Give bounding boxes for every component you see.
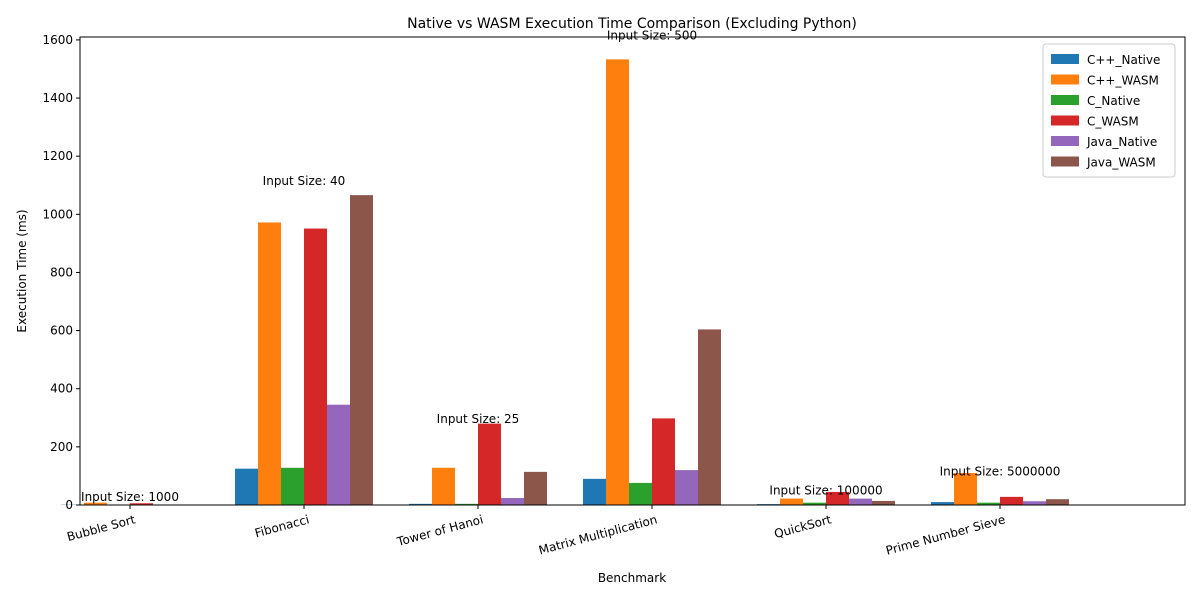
bar-c-wasm-1 [304,228,327,505]
bar-c-native-3 [629,482,652,505]
bars-group [61,59,1069,505]
legend-swatch [1051,95,1079,105]
bar-java-wasm-1 [350,195,373,505]
legend-label: C++_Native [1087,53,1160,67]
x-tick-label: Fibonacci [253,512,311,540]
chart-title: Native vs WASM Execution Time Comparison… [407,16,857,32]
bar-java-native-4 [849,498,872,505]
x-tick-label: Tower of Hanoi [395,512,485,549]
x-tick-label: Bubble Sort [65,512,137,544]
bar-c-wasm-0 [84,502,107,505]
bar-c-native-1 [281,467,304,505]
legend: C++_Native C++_WASM C_Native C_WASM Java_Nat… [1042,43,1176,178]
bar-c-wasm-3 [606,59,629,505]
bar-c-wasm-5 [1000,496,1023,505]
bar-c-native-2 [409,503,432,505]
y-tick-label: 0 [65,498,73,512]
bar-c-native-4 [803,502,826,505]
legend-label: Java_Native [1086,135,1157,149]
annotation-input-size: Input Size: 40 [263,174,346,188]
annotation-input-size: Input Size: 100000 [769,483,882,497]
x-tick-label: Matrix Multiplication [537,512,659,557]
bar-java-wasm-3 [698,329,721,505]
legend-swatch [1051,136,1079,146]
legend-label: C_WASM [1087,115,1139,129]
bar-c-native-2 [455,503,478,505]
bar-c-native-5 [977,502,1000,505]
bar-c-wasm-2 [478,423,501,505]
annotation-input-size: Input Size: 1000 [81,490,179,504]
annotation-input-size: Input Size: 500 [607,29,697,43]
bar-java-native-5 [1023,501,1046,505]
bar-c-wasm-1 [258,222,281,505]
x-axis: Bubble Sort Fibonacci Tower of Hanoi Matrix… [65,505,1007,558]
y-tick-label: 600 [50,324,73,338]
x-tick-label: Prime Number Sieve [884,512,1006,557]
legend-swatch [1051,156,1079,167]
legend-swatch [1051,74,1079,85]
annotation-input-size: Input Size: 5000000 [940,465,1061,479]
bar-java-native-2 [501,498,524,505]
y-tick-label: 1200 [42,149,73,163]
bar-c-wasm-2 [432,467,455,505]
bar-c-wasm-5 [954,473,977,505]
annotation-input-size: Input Size: 25 [437,412,520,426]
y-tick-label: 400 [50,382,73,396]
y-tick-label: 200 [50,440,73,454]
bar-c-wasm-4 [780,498,803,505]
annotations-group: Input Size: 1000 Input Size: 40 Input Size… [81,29,1060,504]
plot-frame [79,36,1186,506]
bar-java-native-3 [675,470,698,505]
x-tick-label: QuickSort [773,512,833,541]
bar-c-wasm-3 [652,418,675,505]
legend-label: Java_WASM [1086,156,1156,170]
legend-swatch [1051,54,1079,64]
bar-java-wasm-4 [872,500,895,505]
bar-c-native-5 [931,502,954,505]
bar-c-native-3 [583,478,606,505]
bar-c-wasm-0 [130,503,153,505]
bar-java-wasm-2 [524,471,547,505]
y-tick-label: 1600 [42,33,73,47]
bar-java-wasm-5 [1046,499,1069,505]
y-tick-label: 1400 [42,91,73,105]
legend-label: C_Native [1087,94,1140,108]
bar-c-native-1 [235,468,258,505]
y-axis: 0 200 400 600 800 1000 1200 1400 1600 [42,33,80,512]
x-axis-label: Benchmark [598,571,666,585]
bar-c-wasm-4 [826,491,849,505]
y-tick-label: 1000 [42,207,73,221]
y-axis-label: Execution Time (ms) [15,209,29,332]
legend-label: C++_WASM [1087,74,1159,88]
bar-java-native-1 [327,404,350,505]
y-tick-label: 800 [50,265,73,279]
legend-swatch [1051,115,1079,126]
